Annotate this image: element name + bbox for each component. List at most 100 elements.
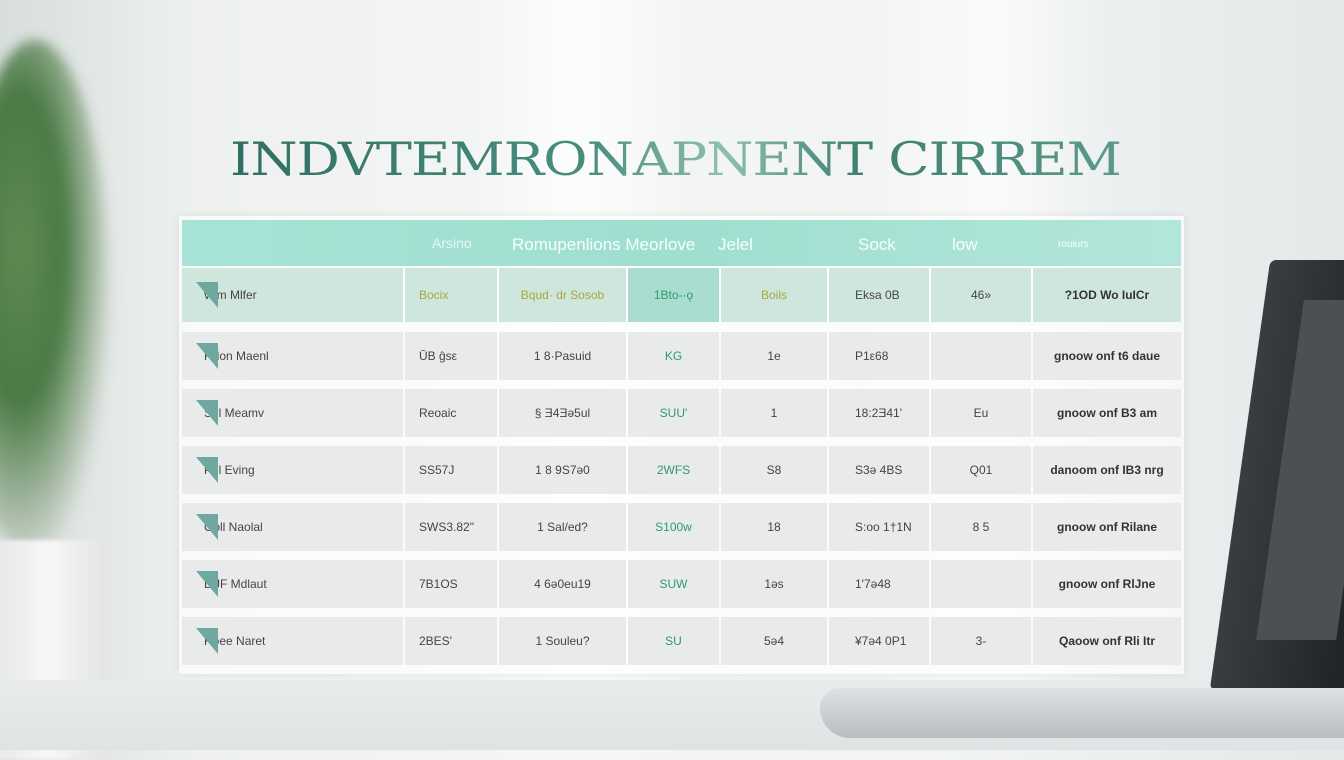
column-header: Romupenlions Meorlove [512,235,696,254]
cell-text: Roee Naret [204,634,266,648]
cell-text: Qaoow onf Rli Itr [1059,634,1155,648]
table-cell: gnoow onf t6 daue [1033,332,1181,380]
cell-text: 4 6ǝ0eu19 [534,577,591,591]
table-cell: 46» [931,268,1031,322]
table-cell: P1ε68 [829,332,929,380]
cell-text: P1ε68 [855,349,889,363]
cell-text: 8 5 [972,520,990,534]
table-cell: 1 Souleu? [499,617,626,665]
table-cell: danoom onf IB3 nrg [1033,446,1181,494]
cell-text: 18:2Ǝ41' [855,406,902,420]
table-cell: SWS3.82" [405,503,497,551]
table-cell: 8 5 [931,503,1031,551]
table-row[interactable]: LtJF Mdlaut 7B1OS 4 6ǝ0eu19 SUW 1ǝs 1'7ǝ48 gno… [182,560,1181,608]
cell-text: gnoow onf RlJne [1058,577,1156,591]
cell-text: 1 Sal/ed? [537,520,588,534]
table-cell: 1ǝs [721,560,827,608]
table-cell: Sul Meamv [182,389,403,437]
cell-text: SWS3.82" [419,520,474,534]
cell-text: Bocix [419,288,449,302]
table-cell: S3ǝ 4BS [829,446,929,494]
cell-text: Bqud· dr Sosob [520,288,605,302]
table-row[interactable]: Roee Naret 2BES' 1 Souleu? SU 5ǝ4 ¥7ǝ4 0P1 3- Q… [182,617,1181,665]
cell-text: 1 [770,406,778,420]
cell-text: 18 [767,520,781,534]
cell-text: Q01 [969,463,993,477]
table-cell: Pul Eving [182,446,403,494]
cell-text: 3- [975,634,987,648]
table-cell: 4 6ǝ0eu19 [499,560,626,608]
cell-text: Eksa 0B [855,288,900,302]
cell-text: 46» [970,288,992,302]
column-header: rouiurs [1058,239,1089,250]
table-cell: Eu [931,389,1031,437]
cell-text: 1ǝs [764,577,784,591]
table-cell: 18 [721,503,827,551]
cell-text: Reoaic [419,406,457,420]
cell-text: ŪB ĝsε [419,349,458,363]
table-cell: vem Mlfer [182,268,403,322]
table-cell: ?1OD Wo IuICr [1033,268,1181,322]
table-row[interactable]: Pul Eving SS57J 1 8 9S7ǝ0 2WFS S8 S3ǝ 4BS Q01 d… [182,446,1181,494]
table-cell: SU [628,617,719,665]
page-title: INDVTEMRONAPNENT CIRREM TAIIT [230,132,1284,187]
table-cell: Reoaic [405,389,497,437]
cell-text: 5ǝ4 [763,634,785,648]
cell-text: ?1OD Wo IuICr [1064,288,1150,302]
table-cell: S8 [721,446,827,494]
table-cell: 1Bto-·ǫ [628,268,719,322]
table-cell: Rdon Maenl [182,332,403,380]
table-cell: Bqud· dr Sosob [499,268,626,322]
table-cell: gnoow onf Rilane [1033,503,1181,551]
table-cell: 2WFS [628,446,719,494]
table-cell: 3- [931,617,1031,665]
cell-text: gnoow onf Rilane [1057,520,1157,534]
cell-text: gnoow onf t6 daue [1054,349,1160,363]
cell-text: § Ǝ4Ǝǝ5ul [534,406,591,420]
table-cell: 1e [721,332,827,380]
table-cell: SUW [628,560,719,608]
table-cell: Q01 [931,446,1031,494]
column-header: Arsino [432,235,472,251]
table-cell: S100w [628,503,719,551]
table-cell: LtJF Mdlaut [182,560,403,608]
cell-text: LtJF Mdlaut [204,577,267,591]
table-cell: gnoow onf B3 am [1033,389,1181,437]
table-cell [931,332,1031,380]
table-cell: ŪB ĝsε [405,332,497,380]
cell-text: Rdon Maenl [204,349,269,363]
cell-text: ¥7ǝ4 0P1 [855,634,907,648]
table-cell: § Ǝ4Ǝǝ5ul [499,389,626,437]
cell-text: 1'7ǝ48 [855,577,891,591]
background-laptop-base [820,688,1344,738]
table-cell: 1 8·Pasuid [499,332,626,380]
table-cell: 1 Sal/ed? [499,503,626,551]
table-cell: 7B1OS [405,560,497,608]
table-cell: 2BES' [405,617,497,665]
cell-text: SUW [659,577,688,591]
table-cell: S:oo 1†1N [829,503,929,551]
table-cell: 1 [721,389,827,437]
cell-text: SS57J [419,463,455,477]
table-cell: Eksa 0B [829,268,929,322]
column-header: Jelel [718,235,753,254]
table-row[interactable]: Rdon Maenl ŪB ĝsε 1 8·Pasuid KG 1e P1ε68 gnoow… [182,332,1181,380]
cell-text: 1 Souleu? [535,634,590,648]
cell-text: Eu [973,406,989,420]
cell-text: 7B1OS [419,577,458,591]
cell-text: 1e [767,349,781,363]
cell-text: S8 [766,463,782,477]
table-row[interactable]: Ooll Naolal SWS3.82" 1 Sal/ed? S100w 18 S:oo … [182,503,1181,551]
table-row[interactable]: vem Mlfer Bocix Bqud· dr Sosob 1Bto-·ǫ Boils… [182,268,1181,322]
table-header: Arsino Romupenlions Meorlove Jelel Sock … [182,220,1181,266]
cell-text: S:oo 1†1N [855,520,912,534]
table-cell: 1'7ǝ48 [829,560,929,608]
table-cell: Roee Naret [182,617,403,665]
table-cell: 5ǝ4 [721,617,827,665]
cell-text: 2BES' [419,634,452,648]
table-cell: SS57J [405,446,497,494]
cell-text: Boils [760,288,787,302]
table-cell: gnoow onf RlJne [1033,560,1181,608]
table-row[interactable]: Sul Meamv Reoaic § Ǝ4Ǝǝ5ul SUU' 1 18:2Ǝ41' Eu g… [182,389,1181,437]
cell-text: 2WFS [656,463,691,477]
